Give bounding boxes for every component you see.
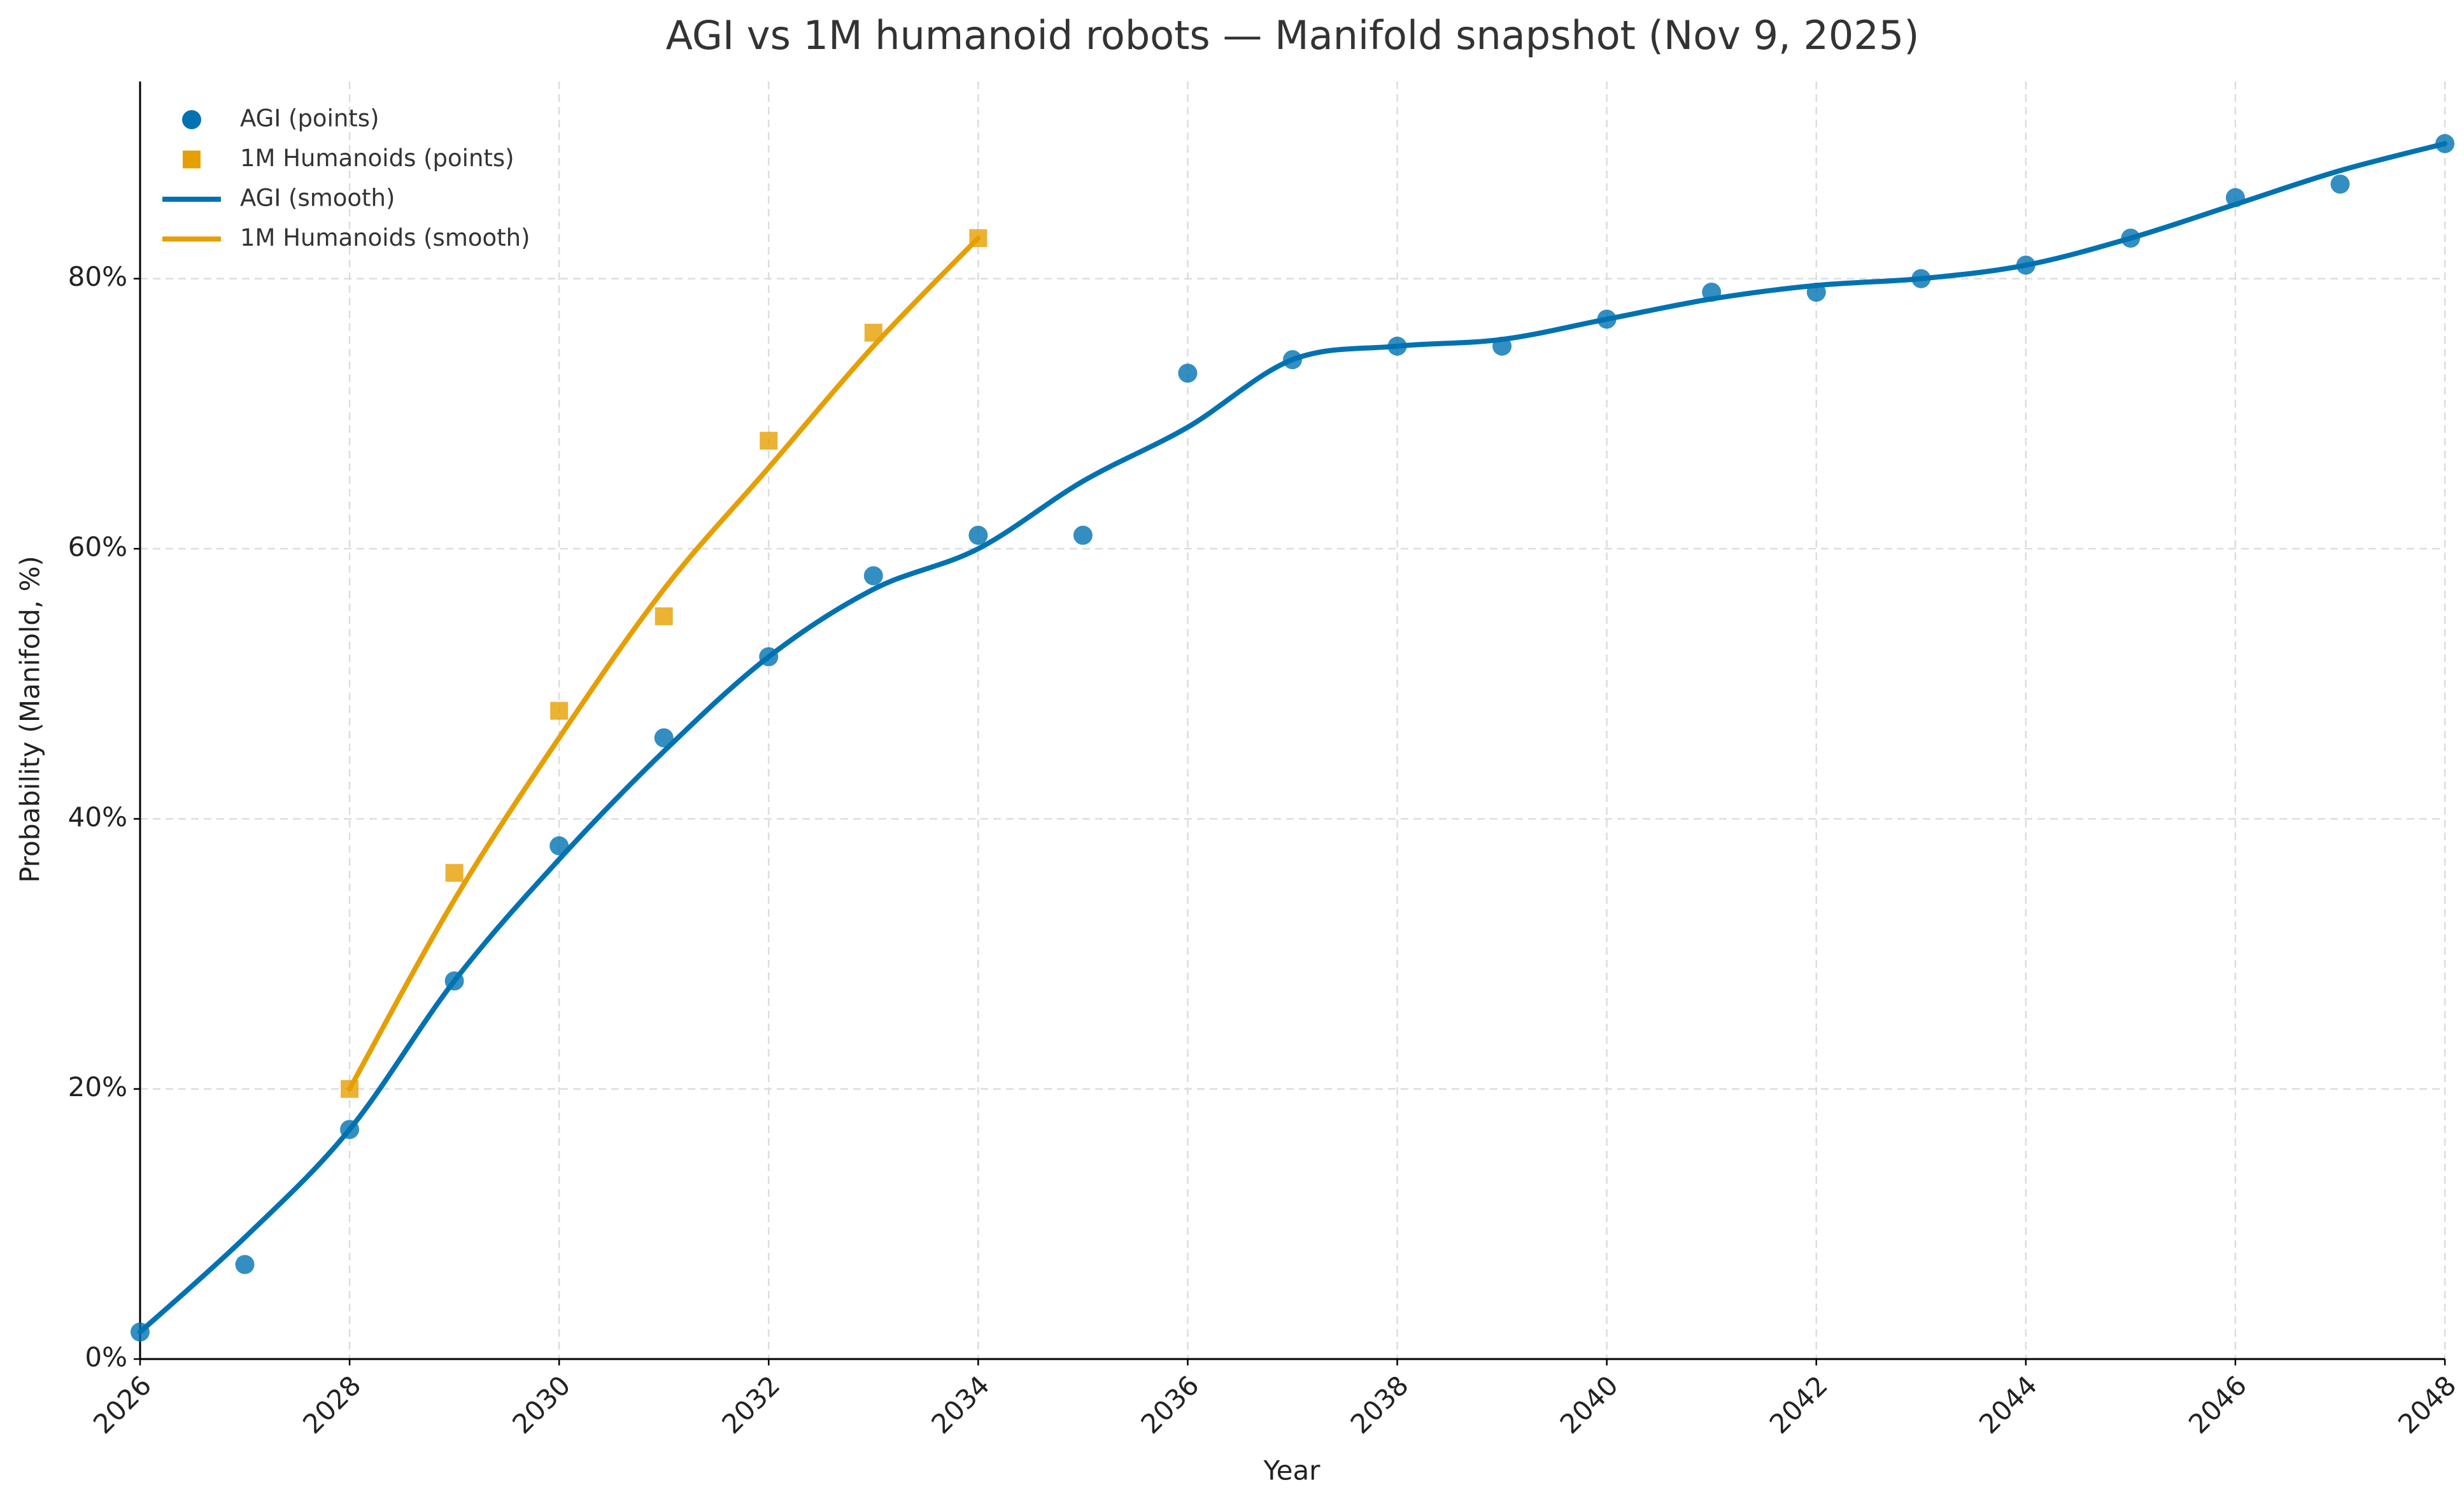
point [2121,229,2141,248]
point [968,525,988,545]
legend-label: AGI (points) [240,105,379,132]
legend-label: AGI (smooth) [240,185,395,212]
y-tick-label: 20% [68,1071,127,1103]
series-line [347,236,981,1092]
point [1702,282,1722,302]
point [1597,309,1617,329]
point [549,836,569,856]
point [864,323,882,342]
chart-title: AGI vs 1M humanoid robots — Manifold sna… [666,12,1920,59]
y-tick-label: 40% [68,801,127,833]
legend-label: 1M Humanoids (points) [240,144,514,172]
x-axis-label: Year [1263,1455,1321,1486]
legend-marker [183,150,201,169]
y-tick-label: 0% [85,1342,127,1373]
point [759,647,779,666]
point [1073,525,1093,545]
point [445,864,464,882]
point [969,229,988,248]
series-line [138,141,2447,1335]
point [2016,255,2036,275]
point [2330,174,2350,194]
point [1911,269,1931,288]
point [340,1120,360,1139]
point [2435,134,2454,153]
point [863,566,883,586]
point [1283,350,1302,370]
point [655,607,673,626]
point [2225,188,2245,208]
y-axis-label: Probability (Manifold, %) [15,556,46,883]
point [341,1080,359,1098]
legend-label: 1M Humanoids (smooth) [240,224,530,251]
point [550,701,569,720]
point [760,432,778,450]
point [1806,282,1826,302]
point [444,971,464,990]
legend: AGI (points) 1M Humanoids (points) AGI (sm… [162,105,530,251]
y-tick-label: 60% [68,532,127,563]
point [235,1255,255,1274]
legend-marker [182,110,201,129]
point [1178,363,1198,383]
point [1387,336,1407,356]
point [654,728,674,748]
point [1492,336,1512,356]
point [131,1322,150,1342]
y-tick-label: 80% [68,261,127,292]
